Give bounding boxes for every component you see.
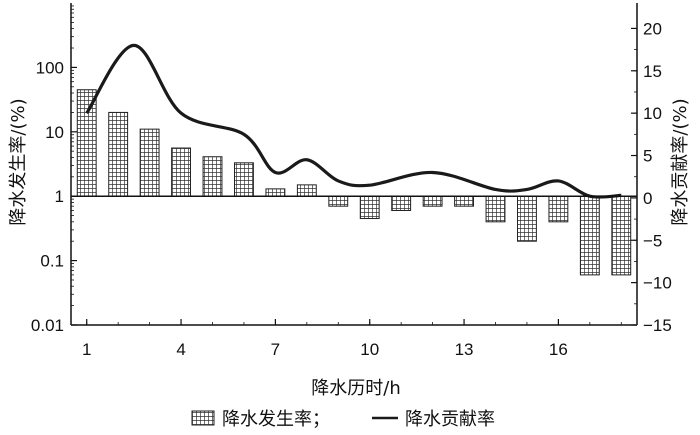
y-right-tick-label: −10	[643, 274, 672, 293]
x-tick-label: 16	[549, 340, 568, 359]
x-tick-label: 10	[360, 340, 379, 359]
y-right-tick-label: 0	[643, 189, 652, 208]
tick-labels: 0.01 0.1 1 10 100 −15 −10 −5 0 5 10 15 20 1 4 7 10 13 16	[31, 19, 672, 359]
bar-6	[234, 162, 254, 197]
y-left-tick-label: 1	[55, 187, 64, 206]
contribution-line	[85, 43, 622, 199]
x-tick-label: 4	[176, 340, 185, 359]
bar-14	[485, 195, 506, 223]
bar-1	[76, 89, 97, 197]
y-right-tick-label: 5	[643, 147, 652, 166]
bar-11	[391, 195, 412, 211]
y-right-tick-label: 15	[643, 62, 662, 81]
bar-2	[108, 111, 129, 197]
legend: 降水发生率； 降水贡献率	[191, 409, 495, 430]
legend-separator: ；	[312, 409, 330, 430]
x-tick-label: 7	[271, 340, 280, 359]
y-left-tick-label: 10	[45, 123, 64, 142]
y-right-tick-label: −5	[643, 231, 662, 250]
axes	[70, 3, 638, 326]
legend-bar-name: 降水发生率	[222, 409, 312, 430]
bar-4	[171, 147, 191, 197]
y-left-tick-label: 0.01	[31, 316, 64, 335]
legend-line-label: 降水贡献率	[405, 409, 495, 430]
bar-17	[579, 195, 600, 276]
y-axis-left-title: 降水发生率/(%)	[8, 98, 29, 225]
bar-18	[611, 195, 632, 276]
y-left-tick-label: 100	[36, 58, 64, 77]
y-left-tick-label: 0.1	[40, 252, 64, 271]
x-axis-title: 降水历时/h	[311, 378, 400, 399]
x-tick-label: 13	[455, 340, 474, 359]
bar-15	[517, 195, 537, 242]
bar-7	[265, 188, 286, 197]
legend-bar-swatch	[191, 410, 215, 426]
bar-12	[422, 195, 443, 207]
y-axis-right-title: 降水贡献率/(%)	[670, 98, 691, 225]
bar-13	[454, 195, 474, 207]
y-right-tick-label: 20	[643, 19, 662, 38]
bar-series-occurrence	[76, 89, 632, 276]
bar-10	[359, 195, 380, 220]
bar-5	[202, 156, 223, 197]
legend-bar-label: 降水发生率；	[222, 409, 330, 430]
y-right-tick-label: −15	[643, 316, 672, 335]
line-series-contribution	[85, 43, 622, 199]
bar-16	[548, 195, 569, 223]
y-right-tick-label: 10	[643, 104, 662, 123]
bar-3	[139, 128, 160, 197]
x-tick-label: 1	[82, 340, 91, 359]
bar-9	[328, 195, 349, 207]
bar-8	[296, 184, 317, 197]
